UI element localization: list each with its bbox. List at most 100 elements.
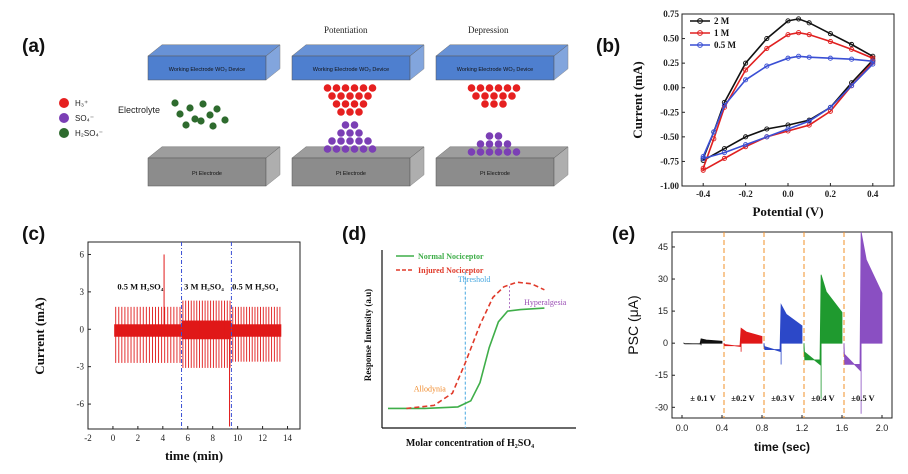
legend-label: Injured Nociceptor <box>418 266 484 275</box>
h-ion <box>490 92 498 100</box>
so4-ion <box>503 140 512 148</box>
so4-ion <box>359 145 368 153</box>
legend-h2so4-label: H₂SO₄⁻ <box>75 129 103 138</box>
x-tick-label: 14 <box>283 433 293 443</box>
legend-h-label: H₃⁺ <box>75 99 88 108</box>
cv-plot: -0.4 -0.2 0.0 0.2 0.4 0.75 0.50 0.25 0.00 -0.25 -0… <box>660 9 879 199</box>
working-electrode-2-front <box>291 55 411 81</box>
y-tick-label: -1.00 <box>660 181 679 191</box>
working-electrode-2-top <box>291 44 425 57</box>
cv-marker <box>700 167 706 173</box>
electrolyte-dot <box>199 100 207 108</box>
so4-ion <box>485 140 494 148</box>
cv-marker <box>721 102 727 108</box>
panel-a-label: (a) <box>22 36 45 57</box>
legend-h2so4-dot <box>59 128 69 138</box>
h-ion <box>503 84 512 92</box>
y-tick-label: 6 <box>80 249 85 259</box>
y-tick-label: 0.50 <box>663 34 679 44</box>
nociceptor-y-axis-label: Response Intensity (a.u) <box>363 289 373 381</box>
so4-ion <box>337 137 345 145</box>
h-ion <box>364 92 372 100</box>
x-tick-label: 0.2 <box>825 189 837 199</box>
cv-marker <box>743 142 749 148</box>
so4-ion <box>341 145 350 153</box>
nociceptor-curve-1 <box>388 307 545 410</box>
cv-marker <box>806 54 812 60</box>
cv-marker <box>785 32 791 38</box>
psc-trace-4 <box>803 274 843 399</box>
cv-marker <box>711 136 717 142</box>
pt-electrode-2-text: Pt Electrode <box>336 171 366 177</box>
current-y-axis-label: Current (mA) <box>32 297 47 374</box>
working-electrode-3-front <box>435 55 555 81</box>
x-tick-label: 2.0 <box>876 423 889 433</box>
region-label: 3 M H₂SO₄ <box>184 281 224 291</box>
electrolyte-ions <box>171 99 229 130</box>
working-electrode-2-text: Working Electrode WO₃ Device <box>313 67 389 73</box>
pt-electrode-1-front <box>147 157 267 187</box>
so4-ion <box>485 148 494 156</box>
pt-electrode-2-side <box>409 146 425 187</box>
y-tick-label: -30 <box>655 402 668 412</box>
cv-x-axis-label: Potential (V) <box>752 204 823 219</box>
h-ion <box>323 84 332 92</box>
psc-y-axis-label: PSC (μA) <box>625 295 641 354</box>
cv-marker <box>721 150 727 156</box>
cv-marker <box>827 55 833 61</box>
nociceptor-x-axis-label: Molar concentration of H₂SO₄ <box>406 438 534 449</box>
so4-ion <box>364 137 372 145</box>
panel-b: (b) -0.4 -0.2 0.0 0.2 0.40.750.500.250.00-0.… <box>596 9 895 219</box>
working-electrode-3-text: Working Electrode WO₃ Device <box>457 67 533 73</box>
h-ion <box>350 100 359 108</box>
x-tick-label: 4 <box>161 433 166 443</box>
legend-label: 0.5 M <box>714 40 737 50</box>
y-tick-label: 45 <box>658 242 668 252</box>
h-ion <box>341 100 350 108</box>
h-ion <box>346 108 354 116</box>
cv-marker <box>785 18 791 24</box>
h-ion <box>332 100 341 108</box>
annotation: Threshold <box>458 275 490 284</box>
x-tick-label: -0.4 <box>696 189 711 199</box>
cv-marker <box>700 153 706 160</box>
h-ion <box>472 92 480 100</box>
h-ion <box>368 84 377 92</box>
y-tick-label: 0.25 <box>663 58 679 68</box>
y-tick-label: 15 <box>658 306 668 316</box>
cv-marker <box>870 58 876 64</box>
so4-ion <box>494 148 503 156</box>
legend-marker <box>697 42 703 48</box>
electrode-plates: Working Electrode WO₃ Device Pt Electrode… <box>147 44 569 187</box>
h-ion <box>359 84 368 92</box>
working-electrode-1-front <box>147 55 267 81</box>
y-tick-label: 0.75 <box>663 9 679 19</box>
h-ion <box>346 92 354 100</box>
so4-ion <box>494 140 503 148</box>
region-label: 0.5 M H₂SO₄ <box>117 281 163 291</box>
electrolyte-dot <box>213 105 221 113</box>
annotation: Allodynia <box>414 385 446 394</box>
psc-trace-5 <box>843 231 883 414</box>
cv-marker <box>806 32 812 38</box>
h-ion <box>341 84 350 92</box>
pt-electrode-1-top <box>147 146 281 159</box>
so4-ion <box>355 137 363 145</box>
h-ion <box>355 108 363 116</box>
x-tick-label: 2 <box>136 433 141 443</box>
cv-marker <box>849 46 855 52</box>
h-ion <box>499 92 507 100</box>
so4-ion <box>512 148 521 156</box>
y-tick-label: -3 <box>77 362 85 372</box>
h-ion <box>512 84 521 92</box>
annotation: Hyperalgesia <box>524 298 567 307</box>
cv-marker <box>743 60 749 66</box>
panel-c-label: (c) <box>22 224 45 245</box>
working-electrode-2-side <box>409 44 425 81</box>
so4-ion <box>503 148 512 156</box>
h-ion <box>355 92 363 100</box>
electrolyte-dot <box>221 116 229 124</box>
cv-y-axis-label: Current (mA) <box>630 61 645 138</box>
x-tick-label: -2 <box>84 433 92 443</box>
